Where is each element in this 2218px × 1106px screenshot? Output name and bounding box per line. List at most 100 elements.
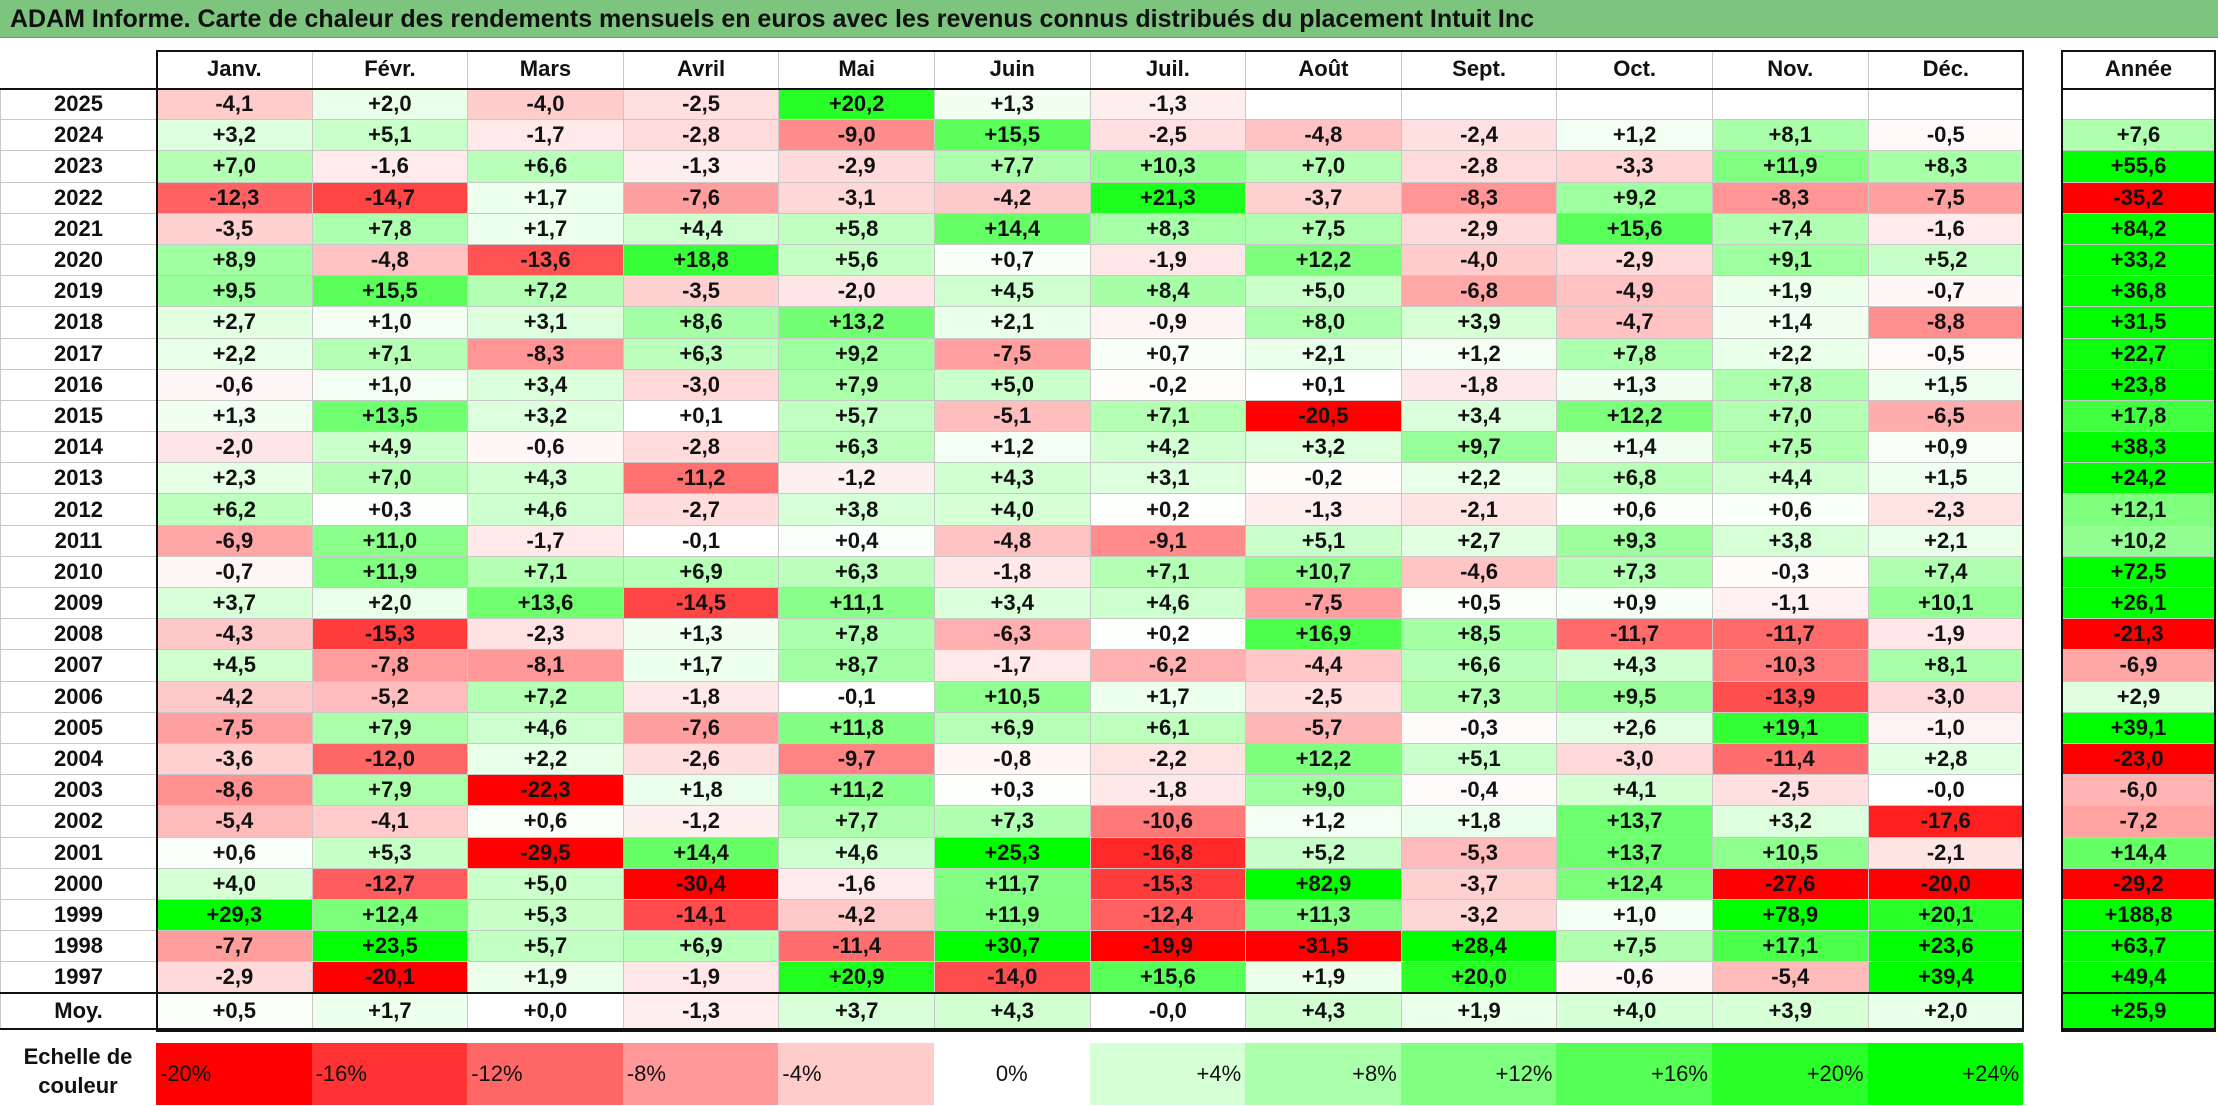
heatmap-cell: +7,1 xyxy=(1089,555,1247,589)
heatmap-cell: -2,8 xyxy=(622,431,780,464)
heatmap-cell: -3,7 xyxy=(1400,867,1558,900)
heatmap-cell: +8,7 xyxy=(778,649,935,682)
color-scale-stop: -4% xyxy=(778,1043,934,1105)
heatmap-cell: +7,0 xyxy=(1245,150,1402,183)
heatmap-cell: -8,8 xyxy=(1867,306,2025,339)
year-label: 2014 xyxy=(0,431,157,464)
heatmap-cell: +11,3 xyxy=(1245,898,1402,932)
heatmap-cell: -9,7 xyxy=(778,742,935,776)
annual-cell: -23,0 xyxy=(2061,742,2216,776)
heatmap-cell: -3,0 xyxy=(1556,742,1713,776)
heatmap-cell: +8,3 xyxy=(1867,150,2025,183)
heatmap-cell: +8,1 xyxy=(1867,649,2025,682)
heatmap-cell: -1,6 xyxy=(778,867,935,900)
heatmap-cell: -4,0 xyxy=(467,87,624,121)
color-scale-stop: -16% xyxy=(311,1043,468,1105)
annual-cell: -21,3 xyxy=(2061,618,2216,651)
heatmap-cell: -20,0 xyxy=(1867,867,2025,900)
heatmap-cell: +12,2 xyxy=(1245,243,1402,277)
annual-row: +14,4 xyxy=(2061,836,2216,869)
annual-cell xyxy=(2061,87,2216,121)
heatmap-cell: -5,2 xyxy=(311,680,469,713)
heatmap-cell: -2,4 xyxy=(1400,119,1558,152)
annual-row xyxy=(2061,87,2216,121)
heatmap-cell: -14,7 xyxy=(311,181,469,214)
heatmap-cell: +0,6 xyxy=(1556,493,1713,526)
heatmap-cell: -11,7 xyxy=(1711,618,1869,651)
heatmap-cell: -9,1 xyxy=(1089,524,1247,557)
heatmap-cell: -4,2 xyxy=(156,680,313,713)
heatmap-cell: -5,1 xyxy=(933,399,1091,433)
heatmap-cell: -1,9 xyxy=(1089,243,1247,277)
heatmap-cell: -8,1 xyxy=(467,649,624,682)
year-row: 2024 +3,2 +5,1 -1,7 -2,8 -9,0 +15,5 -2,5 -4,8 -2,… xyxy=(0,119,2025,152)
heatmap-cell: +7,5 xyxy=(1711,431,1869,464)
heatmap-cell: -3,7 xyxy=(1245,181,1402,214)
heatmap-cell: +4,1 xyxy=(1556,774,1713,807)
heatmap-cell: +7,1 xyxy=(311,337,469,370)
year-row: 2009 +3,7 +2,0 +13,6 -14,5 +11,1 +3,4 +4,6 -7,5 +… xyxy=(0,586,2025,620)
heatmap-cell: -16,8 xyxy=(1089,836,1247,869)
heatmap-cell: +9,3 xyxy=(1556,524,1713,557)
heatmap-cell: +2,3 xyxy=(156,462,313,495)
year-row: 2005 -7,5 +7,9 +4,6 -7,6 +11,8 +6,9 +6,1 -5,7 -0,… xyxy=(0,711,2025,744)
heatmap-cell: +4,5 xyxy=(156,649,313,682)
heatmap-cell: +12,2 xyxy=(1556,399,1713,433)
heatmap-cell: +7,8 xyxy=(778,618,935,651)
annual-cell: -6,0 xyxy=(2061,774,2216,807)
annual-table: Année +7,6 +55,6 -35,2 +84,2 +33,2 +36,8 +31,5 +… xyxy=(2061,50,2216,1030)
annual-cell: +22,7 xyxy=(2061,337,2216,370)
heatmap-cell: -1,8 xyxy=(1400,368,1558,401)
heatmap-cell: +9,0 xyxy=(1245,774,1402,807)
heatmap-cell: +7,0 xyxy=(1711,399,1869,433)
heatmap-cell: +1,7 xyxy=(467,212,624,245)
heatmap-cell: +4,3 xyxy=(1556,649,1713,682)
heatmap-cell: +0,2 xyxy=(1089,618,1247,651)
year-row: 2022 -12,3 -14,7 +1,7 -7,6 -3,1 -4,2 +21,3 -3,7-… xyxy=(0,181,2025,214)
color-scale-stop: -12% xyxy=(467,1043,623,1105)
year-label: 2006 xyxy=(0,680,157,713)
annual-row: -35,2 xyxy=(2061,181,2216,214)
heatmap-cell: -4,6 xyxy=(1400,555,1558,589)
annual-cell: +17,8 xyxy=(2061,399,2216,433)
heatmap-cell: -3,2 xyxy=(1400,898,1558,932)
heatmap-cell: -13,6 xyxy=(467,243,624,277)
heatmap-table: Janv. Févr. Mars Avril Mai Juin Juil. Août Sept.… xyxy=(0,50,2025,1030)
heatmap-cell: -0,2 xyxy=(1245,462,1402,495)
year-label: 2010 xyxy=(0,555,157,589)
heatmap-cell: +4,0 xyxy=(156,867,313,900)
heatmap-cell: +1,9 xyxy=(1711,275,1869,308)
heatmap-cell: -12,3 xyxy=(156,181,313,214)
annual-cell: -7,2 xyxy=(2061,805,2216,838)
annual-row: +17,8 xyxy=(2061,399,2216,433)
heatmap-cell: +5,1 xyxy=(1400,742,1558,776)
heatmap-cell: -14,5 xyxy=(622,586,780,620)
heatmap-cell: +2,2 xyxy=(1400,462,1558,495)
heatmap-cell: -4,1 xyxy=(156,87,313,121)
heatmap-cell: +15,6 xyxy=(1089,961,1247,994)
heatmap-cell: +3,9 xyxy=(1400,306,1558,339)
heatmap-cell: -11,4 xyxy=(1711,742,1869,776)
heatmap-cell: -1,8 xyxy=(933,555,1091,589)
heatmap-cell: -3,0 xyxy=(622,368,780,401)
heatmap-cell: +7,0 xyxy=(311,462,469,495)
heatmap-cell: +30,7 xyxy=(933,930,1091,963)
heatmap-cell: -12,0 xyxy=(311,742,469,776)
heatmap-cell: -20,1 xyxy=(311,961,469,994)
heatmap-cell: +6,3 xyxy=(778,431,935,464)
month-header: Mars xyxy=(467,50,624,90)
heatmap-cell: +21,3 xyxy=(1089,181,1247,214)
heatmap-cell: +8,9 xyxy=(156,243,313,277)
heatmap-cell: +5,8 xyxy=(778,212,935,245)
heatmap-cell: -2,7 xyxy=(622,493,780,526)
heatmap-cell: -1,0 xyxy=(1867,711,2025,744)
average-cell: +3,9 xyxy=(1711,991,1869,1030)
annual-header-row: Année xyxy=(2061,50,2216,90)
heatmap-cell: -1,7 xyxy=(467,524,624,557)
heatmap-cell: +2,2 xyxy=(1711,337,1869,370)
heatmap-cell: +10,7 xyxy=(1245,555,1402,589)
heatmap-cell: -0,6 xyxy=(467,431,624,464)
average-cell: +0,0 xyxy=(467,991,624,1030)
heatmap-cell: -4,4 xyxy=(1245,649,1402,682)
heatmap-cell: +7,4 xyxy=(1867,555,2025,589)
